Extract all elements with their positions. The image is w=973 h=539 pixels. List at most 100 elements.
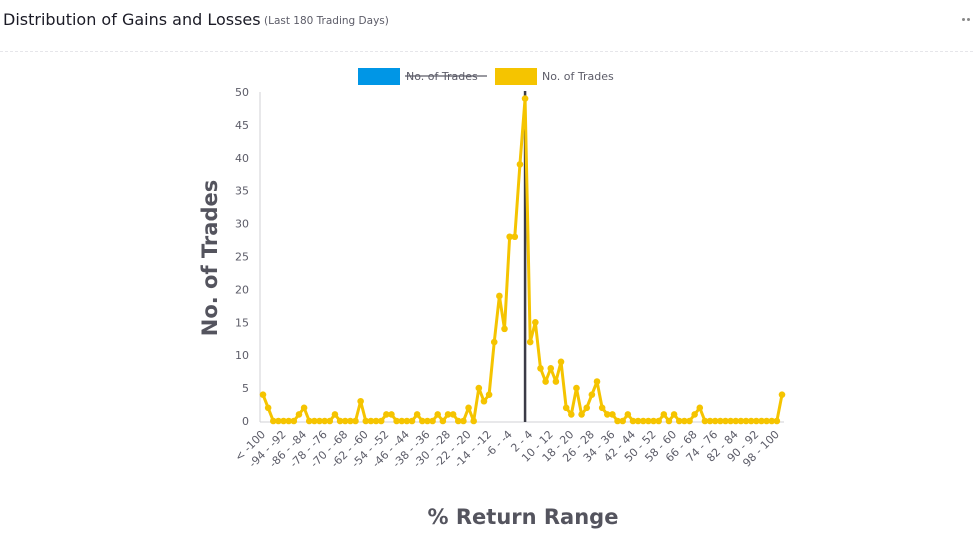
data-point[interactable]	[275, 417, 282, 425]
data-point[interactable]	[614, 417, 621, 425]
data-point[interactable]	[711, 417, 719, 425]
data-point[interactable]	[696, 404, 704, 412]
data-point[interactable]	[434, 411, 442, 418]
data-point[interactable]	[300, 404, 308, 412]
data-point[interactable]	[701, 417, 709, 425]
data-point[interactable]	[568, 411, 575, 418]
data-point[interactable]	[326, 417, 334, 425]
data-point[interactable]	[347, 417, 354, 425]
data-point[interactable]	[316, 417, 323, 425]
data-point[interactable]	[624, 411, 632, 418]
data-point[interactable]	[737, 417, 745, 425]
data-point[interactable]	[650, 417, 657, 425]
data-point[interactable]	[444, 411, 452, 418]
data-point[interactable]	[352, 417, 359, 425]
data-point[interactable]	[742, 417, 750, 425]
data-point[interactable]	[552, 378, 560, 385]
data-point[interactable]	[675, 417, 683, 425]
data-point[interactable]	[706, 417, 714, 425]
data-point[interactable]	[629, 417, 637, 425]
data-point[interactable]	[439, 417, 447, 425]
data-point[interactable]	[609, 411, 616, 418]
data-point[interactable]	[285, 417, 292, 425]
data-point[interactable]	[424, 417, 431, 425]
data-point[interactable]	[408, 417, 416, 425]
data-point[interactable]	[470, 417, 477, 425]
data-point[interactable]	[449, 411, 457, 418]
data-point[interactable]	[429, 417, 436, 425]
data-point[interactable]	[717, 417, 724, 425]
data-point[interactable]	[501, 325, 508, 333]
data-point[interactable]	[398, 417, 406, 425]
data-point[interactable]	[670, 411, 678, 418]
data-point[interactable]	[377, 417, 385, 425]
data-point[interactable]	[480, 397, 488, 405]
data-point[interactable]	[655, 417, 662, 425]
data-point[interactable]	[532, 319, 539, 326]
data-point[interactable]	[768, 417, 776, 425]
data-point[interactable]	[357, 397, 364, 405]
data-point[interactable]	[259, 391, 267, 398]
data-point[interactable]	[465, 404, 472, 412]
data-point[interactable]	[496, 292, 503, 300]
data-point[interactable]	[321, 417, 328, 425]
data-point[interactable]	[634, 417, 642, 425]
data-point[interactable]	[778, 391, 786, 398]
data-point[interactable]	[295, 411, 303, 418]
data-point[interactable]	[645, 417, 652, 425]
data-point[interactable]	[393, 417, 400, 425]
data-point[interactable]	[506, 233, 513, 241]
data-point[interactable]	[311, 417, 318, 425]
data-point[interactable]	[403, 417, 411, 425]
data-point[interactable]	[485, 391, 493, 398]
data-point[interactable]	[280, 417, 287, 425]
data-point[interactable]	[372, 417, 380, 425]
data-point[interactable]	[598, 404, 606, 412]
data-point[interactable]	[547, 365, 555, 372]
data-point[interactable]	[603, 411, 611, 418]
data-point[interactable]	[413, 411, 421, 418]
data-point[interactable]	[475, 384, 483, 392]
data-point[interactable]	[758, 417, 765, 425]
data-point[interactable]	[383, 411, 390, 418]
data-point[interactable]	[660, 411, 668, 418]
data-point[interactable]	[593, 378, 601, 385]
more-options-icon[interactable]	[962, 16, 973, 22]
data-point[interactable]	[367, 417, 375, 425]
data-point[interactable]	[269, 417, 277, 425]
data-point[interactable]	[511, 233, 519, 241]
legend-swatch-yellow[interactable]	[495, 68, 537, 85]
data-point[interactable]	[362, 417, 370, 425]
data-point[interactable]	[418, 417, 426, 425]
data-point[interactable]	[681, 417, 688, 425]
data-point[interactable]	[691, 411, 698, 418]
data-point[interactable]	[336, 417, 344, 425]
data-point[interactable]	[490, 338, 498, 346]
data-point[interactable]	[619, 417, 627, 425]
data-point[interactable]	[727, 417, 734, 425]
data-point[interactable]	[583, 404, 591, 412]
data-point[interactable]	[773, 417, 781, 425]
legend-label-yellow[interactable]: No. of Trades	[542, 70, 614, 83]
data-point[interactable]	[588, 391, 596, 398]
data-point[interactable]	[557, 358, 565, 366]
data-point[interactable]	[578, 411, 585, 418]
data-point[interactable]	[542, 378, 549, 385]
data-point[interactable]	[305, 417, 313, 425]
data-point[interactable]	[722, 417, 729, 425]
data-point[interactable]	[763, 417, 770, 425]
data-point[interactable]	[264, 404, 272, 412]
data-point[interactable]	[732, 417, 740, 425]
data-point[interactable]	[454, 417, 462, 425]
data-point[interactable]	[747, 417, 755, 425]
data-point[interactable]	[460, 417, 467, 425]
data-point[interactable]	[516, 161, 524, 168]
data-point[interactable]	[341, 417, 349, 425]
data-point[interactable]	[526, 338, 534, 346]
data-point[interactable]	[537, 365, 544, 372]
data-point[interactable]	[562, 404, 570, 412]
data-point[interactable]	[521, 95, 529, 102]
data-point[interactable]	[686, 417, 693, 425]
data-point[interactable]	[290, 417, 298, 425]
data-point[interactable]	[331, 411, 339, 418]
